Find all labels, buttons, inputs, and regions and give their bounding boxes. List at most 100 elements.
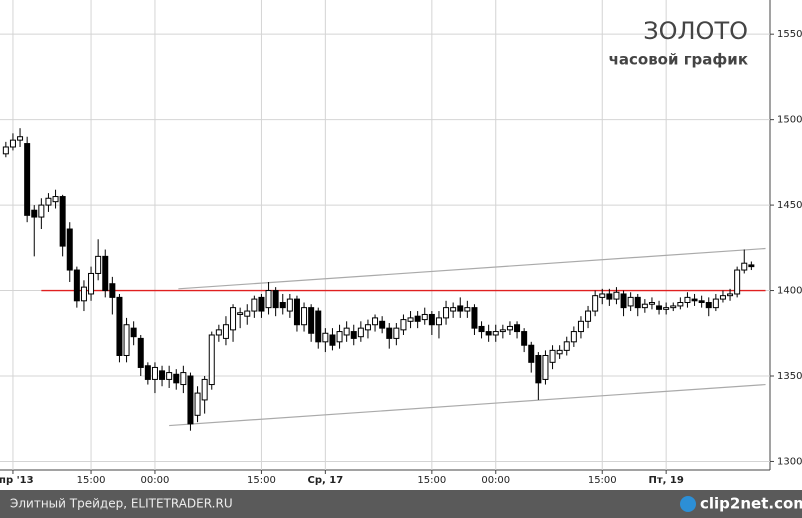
y-tick-label: 1550 xyxy=(777,29,802,40)
candle-body xyxy=(634,296,641,309)
candle-body xyxy=(130,327,137,338)
x-tick-label: 15:00 xyxy=(417,475,446,486)
candle-body xyxy=(293,298,300,326)
candle-body xyxy=(719,295,726,300)
background xyxy=(0,0,802,490)
candle-body xyxy=(237,312,244,315)
candle-body xyxy=(414,315,421,322)
candle-body xyxy=(563,341,570,351)
candle-body xyxy=(372,317,379,326)
candle-body xyxy=(66,228,73,271)
candle-body xyxy=(315,310,322,343)
chart-title: ЗОЛОТО xyxy=(643,17,748,45)
candle-body xyxy=(215,329,222,336)
candle-body xyxy=(407,317,414,322)
candle-body xyxy=(73,269,80,302)
candle-body xyxy=(606,293,613,300)
candle-body xyxy=(428,313,435,326)
candle-body xyxy=(52,196,59,203)
candle-body xyxy=(272,290,279,309)
candle-body xyxy=(521,331,528,346)
candle-body xyxy=(116,296,123,356)
candle-body xyxy=(364,324,371,331)
candle-body xyxy=(109,283,116,298)
y-tick-label: 1350 xyxy=(777,371,802,382)
candle-body xyxy=(80,286,87,302)
candle-body xyxy=(9,139,16,148)
x-tick-label: Ср, 17 xyxy=(307,475,343,486)
candle-body xyxy=(201,378,208,401)
candle-body xyxy=(279,302,286,309)
x-tick-label: 00:00 xyxy=(141,475,170,486)
candle-body xyxy=(705,302,712,309)
candle-body xyxy=(599,293,606,298)
footer-bar xyxy=(0,490,802,518)
candle-body xyxy=(17,136,24,141)
candle-body xyxy=(187,375,194,425)
candle-body xyxy=(748,264,755,268)
candle-body xyxy=(251,298,258,312)
candle-body xyxy=(620,293,627,309)
candle-body xyxy=(208,334,215,386)
candle-body xyxy=(478,325,485,333)
candle-body xyxy=(95,255,102,274)
candle-body xyxy=(336,331,343,343)
candle-body xyxy=(570,331,577,343)
candle-body xyxy=(102,255,109,292)
x-tick-label: 15:00 xyxy=(588,475,617,486)
candle-body xyxy=(2,146,9,155)
footer-source: Элитный Трейдер, ELITETRADER.RU xyxy=(10,497,233,511)
candle-body xyxy=(166,372,173,380)
candle-body xyxy=(712,298,719,309)
candle-body xyxy=(379,320,386,329)
candle-body xyxy=(464,307,471,312)
candle-body xyxy=(691,298,698,302)
candle-body xyxy=(31,209,38,218)
candle-body xyxy=(393,327,400,339)
y-tick-label: 1300 xyxy=(777,456,802,467)
candle-body xyxy=(592,295,599,312)
candle-body xyxy=(485,331,492,336)
candle-body xyxy=(265,290,272,309)
candle-body xyxy=(244,310,251,317)
footer-logo[interactable]: clip2net.com xyxy=(700,495,802,513)
candle-body xyxy=(258,296,265,312)
candle-body xyxy=(506,325,513,331)
candle-body xyxy=(450,307,457,312)
chart-subtitle: часовой график xyxy=(609,51,748,69)
candle-body xyxy=(308,307,315,334)
candle-body xyxy=(386,327,393,339)
candle-body xyxy=(670,305,677,309)
plot xyxy=(0,0,770,470)
candle-body xyxy=(535,354,542,384)
candle-body xyxy=(663,307,670,310)
candle-body xyxy=(514,324,521,333)
candle-body xyxy=(151,366,158,380)
candle-body xyxy=(357,327,364,338)
candle-body xyxy=(343,327,350,336)
candle-body xyxy=(230,307,237,331)
candle-body xyxy=(585,310,592,322)
candle-body xyxy=(648,302,655,305)
candle-body xyxy=(684,296,691,304)
logo-icon xyxy=(680,496,696,512)
candle-body xyxy=(457,305,464,312)
x-tick-label: 15:00 xyxy=(247,475,276,486)
x-tick-label: апр '13 xyxy=(0,475,34,486)
candle-body xyxy=(627,296,634,307)
candle-body xyxy=(222,324,229,339)
candle-body xyxy=(59,196,66,247)
candle-body xyxy=(144,365,151,380)
candle-body xyxy=(159,370,166,380)
candle-body xyxy=(137,337,144,368)
candle-body xyxy=(613,291,620,300)
candle-body xyxy=(173,373,180,384)
candle-body xyxy=(123,324,130,356)
candle-body xyxy=(38,204,45,218)
candle-body xyxy=(194,392,201,416)
candle-body xyxy=(88,272,95,295)
candle-body xyxy=(471,307,478,329)
y-tick-label: 1450 xyxy=(777,200,802,211)
candle-body xyxy=(677,302,684,307)
candle-body xyxy=(322,332,329,343)
